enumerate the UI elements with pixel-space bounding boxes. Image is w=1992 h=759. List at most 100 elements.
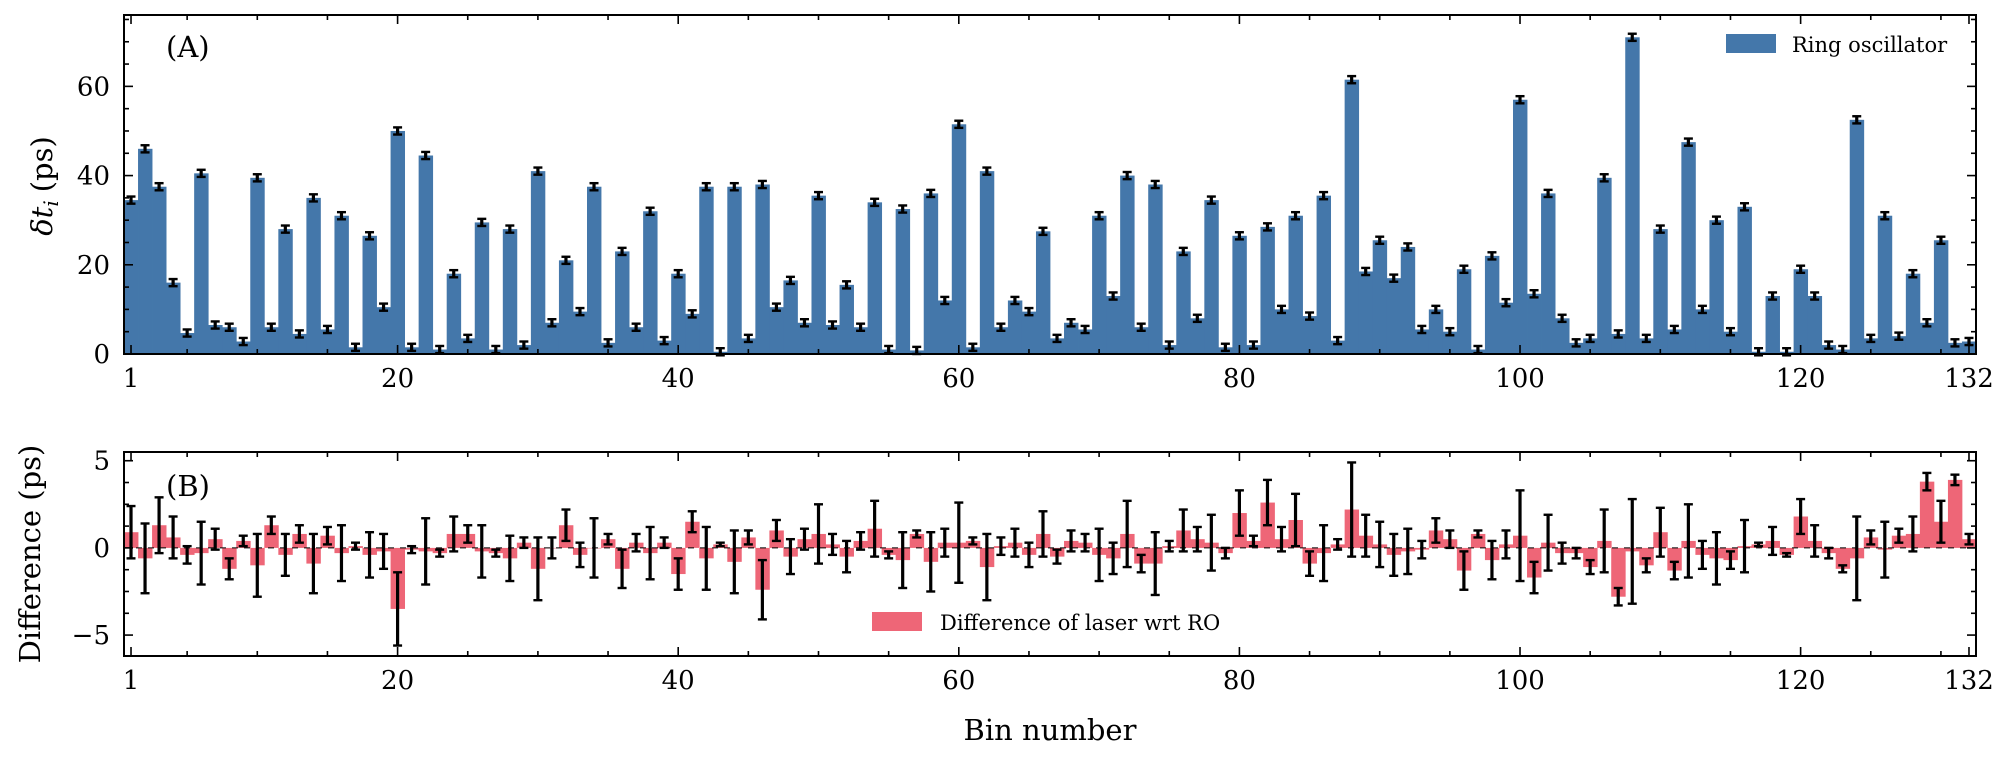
panel-a-bar-bin-18 — [362, 235, 377, 354]
panel-b-error-bar-bin-47 — [771, 518, 781, 543]
panel-b-error-bar-bin-92 — [1403, 527, 1413, 576]
panel-a-bar-bin-72 — [1120, 175, 1135, 354]
panel-b-bar-bin-107 — [1611, 547, 1626, 597]
panel-a-bar-bin-47 — [769, 307, 784, 354]
panel-b-error-bar-bin-12 — [280, 532, 290, 577]
panel-a-bar-bin-65 — [1021, 311, 1037, 354]
panel-a-error-bar-bin-69 — [1080, 324, 1090, 335]
panel-a-bar-bin-19 — [376, 307, 391, 354]
panel-b-error-bar-bin-77 — [1192, 525, 1202, 553]
panel-a-error-bars — [126, 32, 1974, 357]
panel-b-error-bar-bin-78 — [1206, 513, 1216, 572]
panel-b-y-tick-label: 0 — [93, 534, 110, 564]
panel-b-error-bar-bin-24 — [449, 515, 459, 553]
panel-a-error-bar-bin-61 — [968, 342, 978, 353]
panel-b-error-bar-bin-37 — [631, 532, 641, 553]
panel-b-error-bars — [126, 461, 1974, 647]
panel-b-error-bar-bin-131 — [1950, 473, 1960, 487]
panel-b-error-bar-bin-65 — [1024, 541, 1034, 569]
panel-b-error-bar-bin-25 — [463, 524, 473, 544]
panel-b-error-bar-bin-31 — [547, 536, 557, 560]
panel-a-bar-bin-33 — [572, 311, 588, 354]
panel-b-legend-swatch — [872, 612, 922, 631]
panel-b-error-bar-bin-88 — [1347, 461, 1357, 558]
panel-a-error-bar-bin-108 — [1627, 32, 1637, 43]
panel-b-error-bar-bin-75 — [1164, 539, 1174, 553]
panel-b-error-bar-bin-113 — [1697, 539, 1707, 571]
panel-a-bar-bin-77 — [1190, 318, 1205, 354]
panel-a-y-axis-label-main: δt — [25, 206, 59, 235]
panel-a-bar-bin-62 — [979, 171, 995, 354]
panel-b-error-bar-bin-84 — [1291, 492, 1301, 548]
panel-b-error-bar-bin-18 — [365, 531, 375, 579]
panel-b-error-bar-bin-128 — [1908, 515, 1918, 553]
panel-b-error-bar-bin-50 — [814, 503, 823, 565]
panel-b-error-bar-bin-120 — [1796, 497, 1806, 536]
panel-a-bar-bin-84 — [1288, 215, 1303, 354]
panel-a-bar-bin-73 — [1134, 327, 1149, 354]
panel-b-error-bar-bin-5 — [182, 544, 192, 565]
panel-b-error-bar-bin-38 — [645, 525, 655, 581]
panel-a-error-bar-bin-127 — [1894, 331, 1904, 341]
panel-a-error-bar-bin-118 — [1768, 291, 1778, 301]
panel-b-error-bar-bin-3 — [154, 496, 164, 555]
panel-b-error-bar-bin-69 — [1080, 532, 1090, 553]
panel-b-error-bar-bin-53 — [856, 531, 866, 551]
panel-a-x-tick-label: 80 — [1223, 364, 1256, 394]
panel-a-error-bar-bin-11 — [266, 322, 276, 333]
panel-b-error-bar-bin-68 — [1066, 529, 1076, 553]
panel-a-error-bar-bin-120 — [1796, 264, 1806, 275]
panel-a-y-tick-label: 0 — [93, 340, 110, 370]
panel-a-bar-bin-20 — [390, 130, 406, 354]
panel-a-error-bar-bin-75 — [1164, 340, 1174, 350]
panel-b-error-bar-bin-58 — [926, 531, 936, 593]
panel-a-error-bar-bin-30 — [533, 166, 543, 176]
panel-a-y-axis-label-subscript: i — [39, 200, 63, 206]
panel-a-error-bar-bin-129 — [1922, 318, 1932, 328]
panel-a-bar-bin-48 — [783, 280, 798, 354]
panel-a-error-bar-bin-94 — [1431, 304, 1441, 315]
panel-a-x-tick-label: 40 — [662, 364, 695, 394]
panel-a-error-bar-bin-121 — [1810, 291, 1820, 301]
panel-b-error-bar-bin-61 — [968, 536, 978, 546]
panel-a-error-bar-bin-60 — [954, 119, 964, 130]
panel-b-error-bar-bin-67 — [1052, 548, 1062, 565]
panel-a-bar-bin-101 — [1527, 293, 1542, 354]
panel-a-bar-bin-22 — [418, 155, 434, 354]
panel-a-error-bar-bin-37 — [631, 322, 641, 333]
panel-a-bar-bin-92 — [1400, 246, 1416, 354]
panel-a-error-bar-bin-87 — [1333, 335, 1343, 346]
panel-b-error-bar-bin-59 — [940, 527, 950, 558]
panel-a-x-tick-label: 132 — [1944, 364, 1992, 394]
panel-a-bar-bin-70 — [1092, 215, 1107, 354]
panel-b-error-bar-bin-111 — [1669, 560, 1679, 581]
panel-a-error-bar-bin-45 — [743, 333, 753, 344]
panel-a-bar-bin-113 — [1695, 309, 1710, 354]
panel-a-error-bar-bin-29 — [519, 340, 529, 350]
panel-a-error-bar-bin-99 — [1501, 297, 1511, 308]
panel-a-bar-bin-80 — [1232, 235, 1247, 354]
panel-a-error-bar-bin-18 — [365, 231, 375, 241]
panel-a-error-bar-bin-9 — [238, 336, 248, 347]
panel-a-bar-bin-91 — [1386, 278, 1402, 354]
panel-a-error-bar-bin-92 — [1403, 242, 1413, 252]
panel-a-bar-bin-121 — [1807, 296, 1823, 354]
panel-a-y-axis-label-unit: (ps) — [25, 136, 59, 192]
panel-a-error-bar-bin-40 — [673, 268, 683, 279]
panel-a-bar-bin-100 — [1513, 99, 1528, 354]
panel-b-error-bar-bin-119 — [1782, 551, 1792, 558]
panel-a-error-bar-bin-34 — [589, 181, 599, 192]
panel-b-error-bar-bin-112 — [1683, 503, 1693, 579]
panel-a-bar-bin-35 — [601, 342, 616, 354]
panel-a-error-bar-bin-116 — [1740, 202, 1749, 212]
panel-a-error-bar-bin-122 — [1824, 340, 1834, 350]
panel-b-error-bar-bin-40 — [673, 557, 683, 591]
panel-b-error-bar-bin-127 — [1894, 527, 1904, 544]
panel-a-error-bar-bin-51 — [828, 320, 838, 330]
panel-a-error-bar-bin-96 — [1459, 264, 1469, 275]
panel-a-y-axis-label: δti (ps) — [25, 136, 63, 236]
panel-a-bar-bin-52 — [839, 284, 854, 354]
panel-a-bar-bin-24 — [446, 273, 462, 354]
panel-a-error-bar-bin-105 — [1585, 333, 1595, 344]
